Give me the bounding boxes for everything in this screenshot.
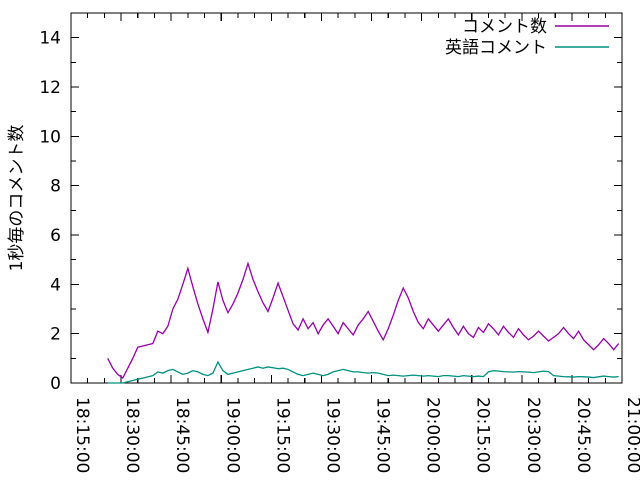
data-series-group — [107, 261, 620, 384]
y-tick-label: 14 — [39, 29, 61, 49]
x-tick-label: 18:15:00 — [72, 397, 92, 473]
plot-frame — [70, 12, 623, 384]
plot-area-border — [70, 12, 623, 384]
y-tick-label: 10 — [39, 127, 61, 147]
legend-label-comment-count: コメント数 — [462, 17, 547, 37]
x-tick-label: 20:45:00 — [573, 397, 593, 473]
x-tick-label: 20:30:00 — [523, 397, 543, 473]
series-line-comment-count — [107, 261, 620, 380]
x-tick-label: 19:15:00 — [272, 397, 292, 473]
legend-label-english-comment: 英語コメント — [445, 38, 547, 58]
y-tick-label: 8 — [50, 177, 61, 197]
x-tick-label: 19:45:00 — [373, 397, 393, 473]
x-axis-tick-labels: 18:15:00 18:30:00 18:45:00 19:00:00 19:15:00… — [72, 397, 640, 473]
y-tick-label: 0 — [50, 374, 61, 394]
y-tick-label: 2 — [50, 325, 61, 345]
x-tick-label: 18:30:00 — [122, 397, 142, 473]
x-tick-label: 21:00:00 — [623, 397, 640, 473]
x-tick-label: 19:30:00 — [322, 397, 342, 473]
x-tick-label: 20:15:00 — [473, 397, 493, 473]
y-axis-ticks — [71, 12, 622, 384]
series-line-english-comment — [107, 360, 619, 384]
y-axis-title: 1秒毎のコメント数 — [7, 125, 27, 272]
y-tick-label: 4 — [50, 275, 61, 295]
y-axis-title-text: 1秒毎のコメント数 — [7, 125, 27, 272]
y-axis-tick-labels: 0 2 4 6 8 10 12 14 — [39, 29, 61, 394]
x-tick-label: 18:45:00 — [172, 397, 192, 473]
x-tick-label: 19:00:00 — [222, 397, 242, 473]
y-tick-label: 12 — [39, 78, 61, 98]
y-tick-label: 6 — [50, 226, 61, 246]
x-tick-label: 20:00:00 — [423, 397, 443, 473]
